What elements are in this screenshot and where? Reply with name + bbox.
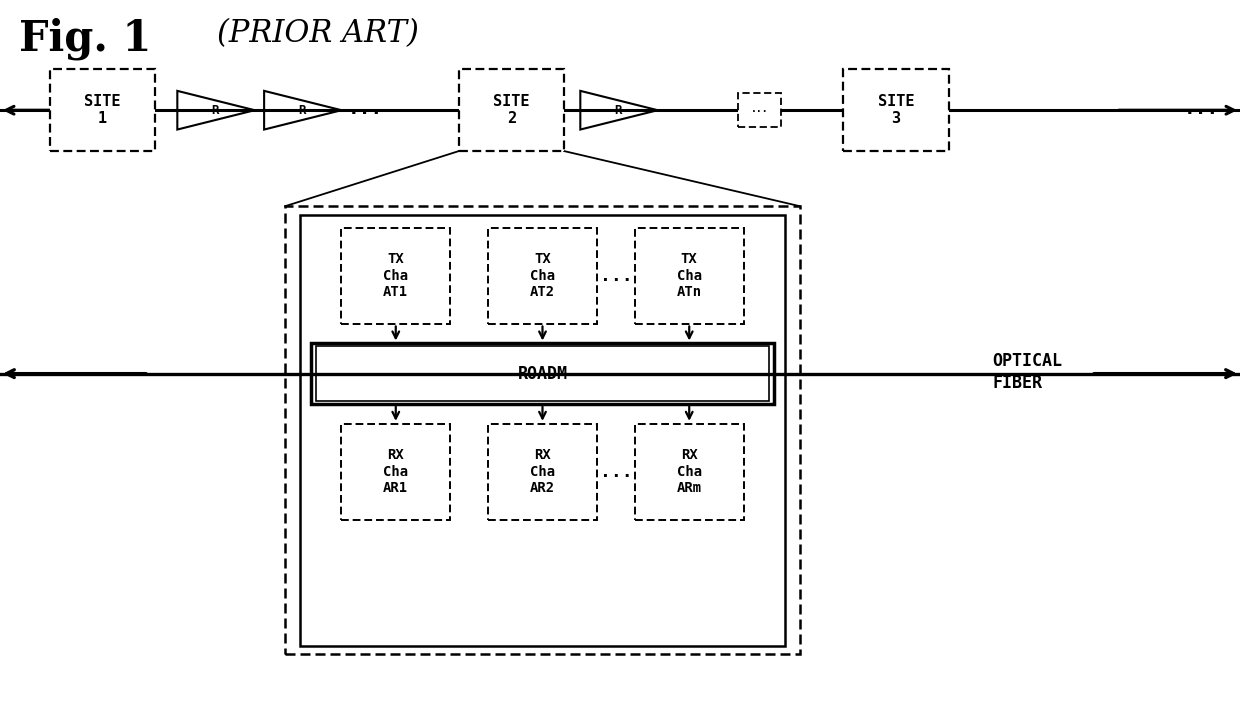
Bar: [843, 69, 949, 151]
Bar: [459, 69, 564, 151]
Text: RX
Cha
ARm: RX Cha ARm: [677, 448, 702, 496]
Bar: [300, 215, 785, 646]
Text: ...: ...: [1184, 100, 1219, 118]
Bar: [738, 93, 781, 127]
Text: R: R: [614, 104, 621, 117]
Text: SITE
2: SITE 2: [494, 94, 529, 127]
Text: Fig. 1: Fig. 1: [19, 18, 151, 60]
Bar: [635, 228, 744, 324]
Text: ROADM: ROADM: [517, 365, 568, 383]
Text: ...: ...: [348, 100, 383, 118]
Text: SITE
3: SITE 3: [878, 94, 914, 127]
Text: RX
Cha
AR1: RX Cha AR1: [383, 448, 408, 496]
Bar: [316, 346, 769, 401]
Text: ...: ...: [600, 267, 632, 284]
Text: RX
Cha
AR2: RX Cha AR2: [529, 448, 556, 496]
Text: ...: ...: [750, 104, 769, 114]
Text: TX
Cha
AT1: TX Cha AT1: [383, 252, 408, 299]
Bar: [489, 228, 598, 324]
Text: (PRIOR ART): (PRIOR ART): [217, 18, 419, 49]
Text: TX
Cha
AT2: TX Cha AT2: [529, 252, 556, 299]
Bar: [635, 424, 744, 520]
Text: TX
Cha
ATn: TX Cha ATn: [677, 252, 702, 299]
Bar: [341, 424, 450, 520]
Text: OPTICAL
FIBER: OPTICAL FIBER: [992, 352, 1061, 392]
Text: R: R: [211, 104, 218, 117]
Bar: [311, 343, 774, 404]
Text: ...: ...: [600, 463, 632, 481]
Bar: [285, 206, 800, 654]
Bar: [489, 424, 598, 520]
Text: SITE
1: SITE 1: [84, 94, 120, 127]
Bar: [341, 228, 450, 324]
Text: R: R: [298, 104, 305, 117]
Bar: [50, 69, 155, 151]
